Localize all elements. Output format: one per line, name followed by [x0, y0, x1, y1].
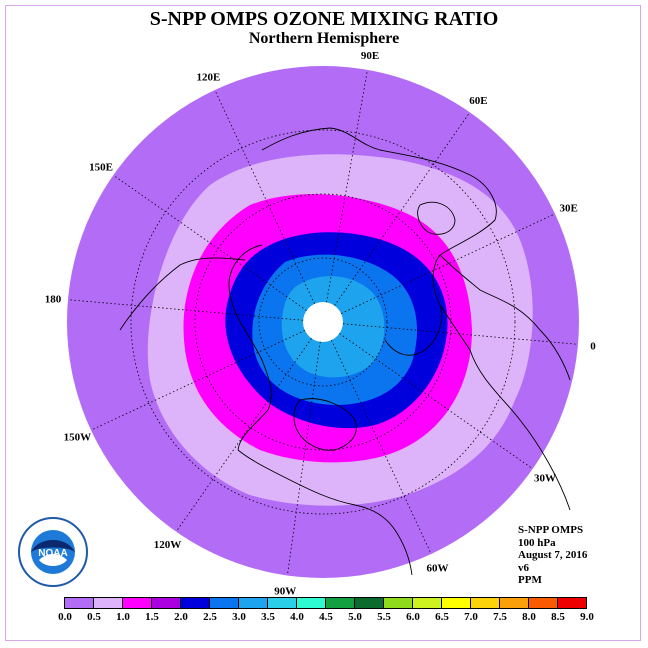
colorbar-swatch: [210, 598, 239, 608]
colorbar-tick-label: 2.5: [203, 611, 217, 623]
longitude-label: 0: [590, 341, 596, 353]
colorbar-tick-label: 6.5: [435, 611, 449, 623]
colorbar-tick-label: 6.0: [406, 611, 420, 623]
colorbar-labels: 0.0 0.5 1.0 1.5 2.0 2.5 3.0 3.5 4.0 4.5 5.0 5.5 6.0 6…: [0, 611, 648, 625]
colorbar-tick-label: 1.0: [116, 611, 130, 623]
longitude-label: 150W: [64, 432, 92, 444]
colorbar-tick-label: 0.5: [87, 611, 101, 623]
colorbar-swatch: [355, 598, 384, 608]
colorbar-tick-label: 3.0: [232, 611, 246, 623]
colorbar-tick-label: 7.5: [493, 611, 507, 623]
longitude-label: 150E: [89, 162, 113, 174]
colorbar-swatch: [558, 598, 586, 608]
longitude-label: 120W: [154, 539, 182, 551]
colorbar-tick-label: 4.0: [290, 611, 304, 623]
colorbar-swatch: [181, 598, 210, 608]
svg-text:NOAA: NOAA: [38, 548, 67, 559]
colorbar-tick-label: 9.0: [580, 611, 594, 623]
longitude-label: 60E: [469, 95, 487, 107]
ozone-contours: [147, 154, 533, 506]
longitude-label: 30W: [534, 472, 556, 484]
colorbar-swatch: [239, 598, 268, 608]
longitude-label: 90W: [274, 585, 296, 597]
colorbar-tick-label: 4.5: [319, 611, 333, 623]
info-date: August 7, 2016: [518, 549, 588, 561]
info-pressure-level: 100 hPa: [518, 536, 556, 549]
info-units: PPM: [518, 574, 542, 586]
colorbar-tick-label: 5.5: [377, 611, 391, 623]
colorbar-tick-label: 3.5: [261, 611, 275, 623]
map-subtitle: Northern Hemisphere: [248, 30, 400, 47]
colorbar-swatch: [326, 598, 355, 608]
data-info-block: S-NPP OMPS 100 hPa August 7, 2016 v6 PPM: [518, 524, 587, 587]
longitude-label: 180: [45, 293, 62, 305]
coastlines: [119, 127, 571, 576]
longitude-labels: 90E 60E 30E 0 30W 60W 90W 120W 150W 180 150E 120E: [45, 50, 596, 597]
colorbar-tick-label: 7.0: [464, 611, 478, 623]
polar-data-gap: [303, 302, 343, 342]
colorbar-tick-label: 8.5: [551, 611, 565, 623]
longitude-label: 30E: [559, 202, 577, 214]
colorbar-swatch: [65, 598, 94, 608]
colorbar-tick-label: 2.0: [174, 611, 188, 623]
colorbar-swatch: [152, 598, 181, 608]
colorbar-swatch: [123, 598, 152, 608]
colorbar-swatch: [529, 598, 558, 608]
colorbar-swatch: [500, 598, 529, 608]
colorbar-swatch: [413, 598, 442, 608]
colorbar-swatch: [94, 598, 123, 608]
colorbar-swatch: [384, 598, 413, 608]
colorbar-swatch: [471, 598, 500, 608]
info-version: v6: [518, 561, 529, 574]
colorbar-tick-label: 0.0: [58, 611, 72, 623]
longitude-label: 120E: [197, 71, 221, 83]
colorbar-tick-label: 1.5: [145, 611, 159, 623]
image-frame: [5, 5, 641, 641]
colorbar-tick-label: 8.0: [522, 611, 536, 623]
info-instrument: S-NPP OMPS: [518, 524, 584, 536]
colorbar-swatch: [297, 598, 326, 608]
colorbar-swatch: [268, 598, 297, 608]
colorbar-tick-label: 5.0: [348, 611, 362, 623]
noaa-logo: NOAA: [17, 516, 89, 588]
longitude-label: 90E: [361, 50, 379, 62]
ozone-colorbar: [64, 597, 587, 609]
map-title: S-NPP OMPS OZONE MIXING RATIO: [149, 8, 499, 30]
longitude-label: 60W: [427, 563, 449, 575]
colorbar-swatch: [442, 598, 471, 608]
graticule: [67, 69, 579, 576]
